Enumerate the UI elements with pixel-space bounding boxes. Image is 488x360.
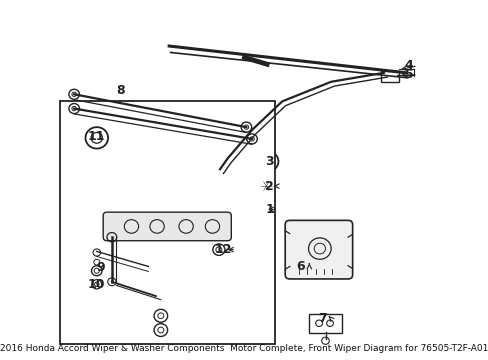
Text: 2016 Honda Accord Wiper & Washer Components  Motor Complete, Front Wiper Diagram: 2016 Honda Accord Wiper & Washer Compone… xyxy=(0,344,488,353)
Text: 10: 10 xyxy=(87,278,105,291)
Bar xyxy=(60,102,274,344)
Text: 7: 7 xyxy=(317,312,326,325)
Text: 4: 4 xyxy=(404,59,412,72)
FancyBboxPatch shape xyxy=(381,71,398,82)
Text: 11: 11 xyxy=(87,130,105,143)
Text: 5: 5 xyxy=(404,68,412,81)
Text: 12: 12 xyxy=(214,243,231,256)
Text: 9: 9 xyxy=(96,261,105,274)
Text: 3: 3 xyxy=(264,155,273,168)
FancyBboxPatch shape xyxy=(103,212,231,241)
Text: 1: 1 xyxy=(264,203,273,216)
Text: 6: 6 xyxy=(296,260,304,273)
Text: 2: 2 xyxy=(264,180,273,193)
FancyBboxPatch shape xyxy=(309,314,341,333)
Text: 8: 8 xyxy=(116,84,125,97)
FancyBboxPatch shape xyxy=(285,220,352,279)
